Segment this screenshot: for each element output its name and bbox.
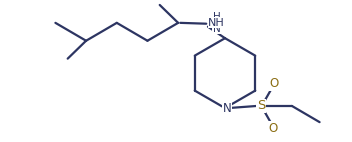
Text: N: N [223,102,232,115]
Text: NH: NH [208,18,225,28]
Text: S: S [257,99,265,112]
Text: O: O [269,122,278,135]
Text: H
N: H N [213,12,220,34]
Text: O: O [269,77,279,90]
